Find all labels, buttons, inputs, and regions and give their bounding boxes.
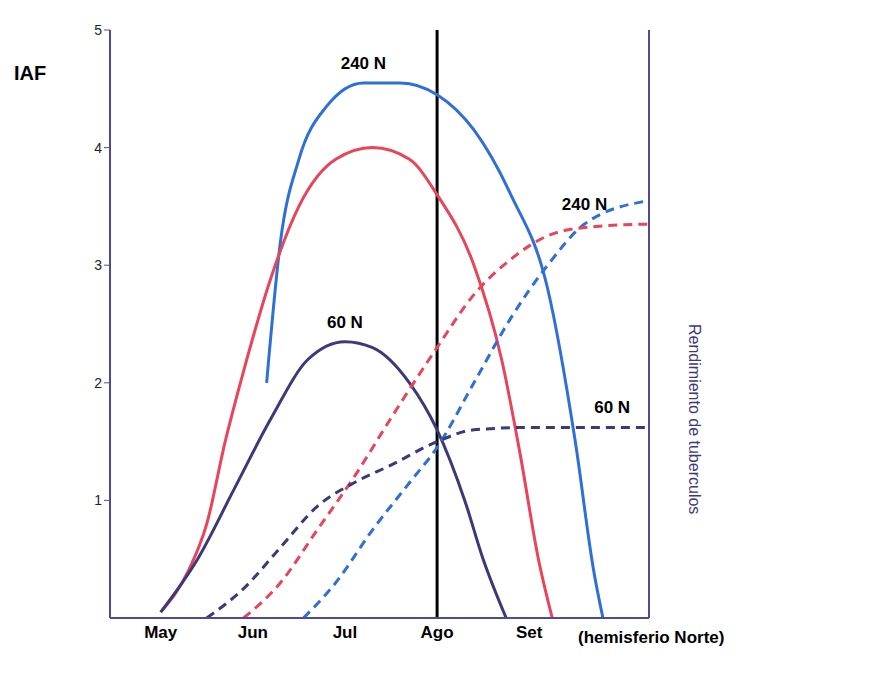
html-text:(hemisferio Norte): (hemisferio Norte): [578, 628, 725, 647]
svg-text:Set: Set: [516, 623, 543, 642]
svg-text:60 N: 60 N: [594, 398, 630, 417]
svg-text:Jun: Jun: [238, 623, 268, 642]
svg-text:Jul: Jul: [333, 623, 358, 642]
html-text:IAF: IAF: [14, 62, 47, 84]
svg-text:May: May: [144, 623, 178, 642]
svg-text:240 N: 240 N: [562, 195, 607, 214]
svg-text:240 N: 240 N: [341, 54, 386, 73]
svg-text:5: 5: [94, 22, 102, 38]
svg-text:4: 4: [94, 140, 102, 156]
svg-text:1: 1: [94, 492, 102, 508]
svg-text:60 N: 60 N: [327, 313, 363, 332]
svg-text:3: 3: [94, 257, 102, 273]
svg-text:Rendimiento de tuberculos: Rendimiento de tuberculos: [686, 324, 703, 514]
svg-text:Ago: Ago: [421, 623, 454, 642]
svg-text:2: 2: [94, 375, 102, 391]
